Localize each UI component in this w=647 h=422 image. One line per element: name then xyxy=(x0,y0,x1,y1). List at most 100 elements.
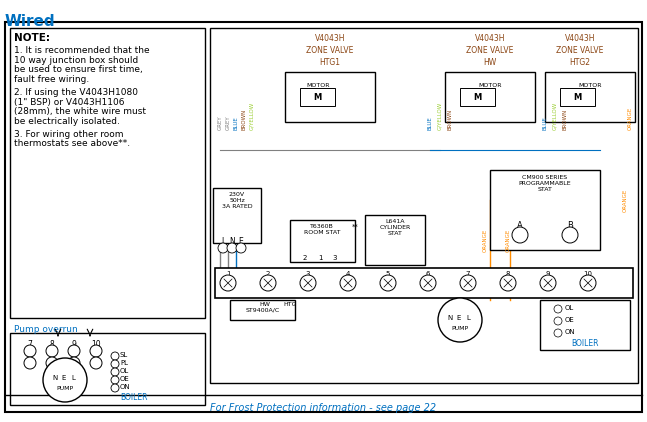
Circle shape xyxy=(43,358,87,402)
Circle shape xyxy=(540,275,556,291)
Circle shape xyxy=(236,243,246,253)
Bar xyxy=(460,88,495,106)
Text: V4043H
ZONE VALVE
HTG2: V4043H ZONE VALVE HTG2 xyxy=(556,34,604,67)
Text: BROWN: BROWN xyxy=(241,109,247,130)
Circle shape xyxy=(554,305,562,313)
Text: E: E xyxy=(62,375,66,381)
Text: ON: ON xyxy=(120,384,131,390)
Text: ST9400A/C: ST9400A/C xyxy=(246,308,280,313)
Text: SL: SL xyxy=(120,352,128,358)
Text: 8: 8 xyxy=(50,340,54,349)
Text: thermostats see above**.: thermostats see above**. xyxy=(14,140,130,149)
Text: B: B xyxy=(567,221,573,230)
Text: ORANGE: ORANGE xyxy=(505,228,510,252)
Text: NOTE:: NOTE: xyxy=(14,33,50,43)
Text: OL: OL xyxy=(565,305,575,311)
Text: M: M xyxy=(573,92,581,102)
Text: CM900 SERIES
PROGRAMMABLE
STAT: CM900 SERIES PROGRAMMABLE STAT xyxy=(519,175,571,192)
Text: 10: 10 xyxy=(584,271,593,277)
Text: L: L xyxy=(466,315,470,321)
Text: ORANGE: ORANGE xyxy=(622,188,628,211)
Text: 1: 1 xyxy=(318,255,322,261)
Bar xyxy=(545,72,635,122)
Circle shape xyxy=(554,317,562,325)
Text: N: N xyxy=(447,315,453,321)
Text: 10: 10 xyxy=(91,340,101,349)
Text: MOTOR: MOTOR xyxy=(306,82,330,87)
Text: be used to ensure first time,: be used to ensure first time, xyxy=(14,65,143,74)
Circle shape xyxy=(260,275,276,291)
Text: M: M xyxy=(313,92,321,102)
Text: 7: 7 xyxy=(28,340,32,349)
Text: OE: OE xyxy=(565,317,575,323)
Text: GREY: GREY xyxy=(226,115,230,130)
Circle shape xyxy=(111,384,119,392)
Text: M: M xyxy=(473,92,481,102)
Text: E: E xyxy=(239,237,243,246)
Text: 2: 2 xyxy=(266,271,270,277)
Text: PL: PL xyxy=(120,360,128,366)
Text: **: ** xyxy=(351,224,358,230)
Text: 3: 3 xyxy=(333,255,337,261)
Circle shape xyxy=(512,227,528,243)
Text: A: A xyxy=(517,221,523,230)
Text: G/YELLOW: G/YELLOW xyxy=(553,102,558,130)
Circle shape xyxy=(420,275,436,291)
Text: BLUE: BLUE xyxy=(234,116,239,130)
Circle shape xyxy=(227,243,237,253)
Bar xyxy=(300,88,335,106)
Bar xyxy=(560,88,595,106)
Text: 230V
50Hz
3A RATED: 230V 50Hz 3A RATED xyxy=(222,192,252,209)
Text: V4043H
ZONE VALVE
HW: V4043H ZONE VALVE HW xyxy=(466,34,514,67)
Circle shape xyxy=(46,345,58,357)
Circle shape xyxy=(24,345,36,357)
Text: fault free wiring.: fault free wiring. xyxy=(14,75,89,84)
Text: T6360B
ROOM STAT: T6360B ROOM STAT xyxy=(303,224,340,235)
Bar xyxy=(490,170,600,250)
Text: 2. If using the V4043H1080: 2. If using the V4043H1080 xyxy=(14,88,138,97)
Circle shape xyxy=(300,275,316,291)
Text: 7: 7 xyxy=(466,271,470,277)
Text: BOILER: BOILER xyxy=(571,339,598,348)
Circle shape xyxy=(460,275,476,291)
Circle shape xyxy=(438,298,482,342)
Circle shape xyxy=(68,357,80,369)
Text: 9: 9 xyxy=(546,271,550,277)
Text: G/YELLOW: G/YELLOW xyxy=(437,102,443,130)
Bar xyxy=(215,268,633,298)
Text: L641A
CYLINDER
STAT: L641A CYLINDER STAT xyxy=(379,219,411,236)
Circle shape xyxy=(562,227,578,243)
Text: GREY: GREY xyxy=(217,115,223,130)
Circle shape xyxy=(111,376,119,384)
Text: 1: 1 xyxy=(226,271,230,277)
Bar xyxy=(290,220,355,262)
Bar xyxy=(230,300,295,320)
Bar xyxy=(10,333,205,405)
Circle shape xyxy=(218,243,228,253)
Circle shape xyxy=(580,275,596,291)
Circle shape xyxy=(380,275,396,291)
Text: BLUE: BLUE xyxy=(428,116,432,130)
Circle shape xyxy=(220,275,236,291)
Text: 2: 2 xyxy=(303,255,307,261)
Bar xyxy=(445,72,535,122)
Circle shape xyxy=(111,352,119,360)
Text: 5: 5 xyxy=(386,271,390,277)
Text: BROWN: BROWN xyxy=(562,109,567,130)
Text: N: N xyxy=(52,375,58,381)
Text: 8: 8 xyxy=(506,271,510,277)
Bar xyxy=(210,28,638,383)
Text: Pump overrun: Pump overrun xyxy=(14,325,78,334)
Circle shape xyxy=(68,345,80,357)
Text: HTG: HTG xyxy=(283,303,297,308)
Text: ORANGE: ORANGE xyxy=(483,228,487,252)
Text: PUMP: PUMP xyxy=(56,386,74,390)
Bar xyxy=(540,300,630,350)
Text: 9: 9 xyxy=(72,340,76,349)
Text: Wired: Wired xyxy=(5,14,56,29)
Bar xyxy=(285,72,375,122)
Circle shape xyxy=(340,275,356,291)
Circle shape xyxy=(111,368,119,376)
Text: MOTOR: MOTOR xyxy=(578,82,602,87)
Text: 3. For wiring other room: 3. For wiring other room xyxy=(14,130,124,139)
